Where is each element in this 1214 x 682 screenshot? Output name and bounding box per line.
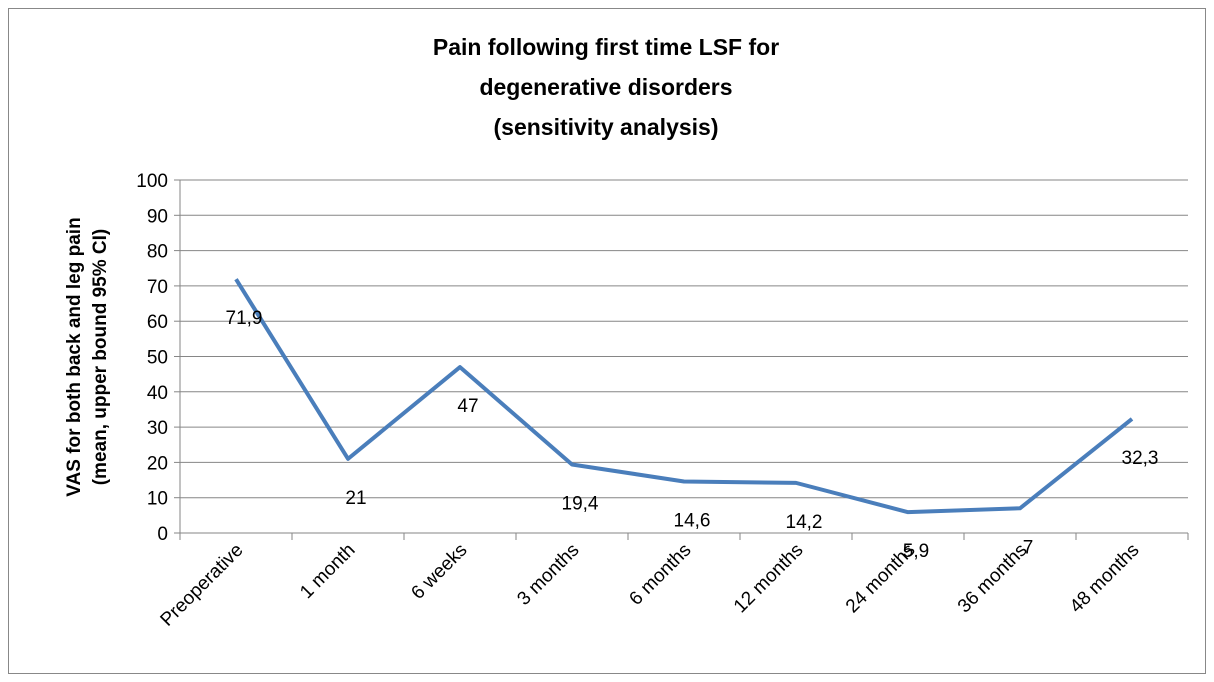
data-label: 7 (1023, 537, 1034, 558)
chart-frame (8, 8, 1206, 674)
y-tick-label: 50 (147, 348, 168, 369)
chart-title: degenerative disorders (479, 74, 732, 100)
y-tick-label: 10 (147, 489, 168, 510)
data-label: 32,3 (1122, 448, 1159, 469)
data-line (234, 278, 1134, 515)
y-axis-title: VAS for both back and leg pain (64, 217, 85, 496)
y-axis-title: (mean, upper bound 95% CI) (90, 229, 111, 486)
chart-title: (sensitivity analysis) (494, 114, 719, 140)
y-tick-label: 30 (147, 418, 168, 439)
y-tick-label: 90 (147, 206, 168, 227)
y-tick-label: 80 (147, 242, 168, 263)
data-label: 14,2 (786, 512, 823, 533)
y-tick-label: 60 (147, 312, 168, 333)
y-tick-label: 20 (147, 453, 168, 474)
data-label: 14,6 (674, 510, 711, 531)
y-tick-label: 100 (136, 171, 168, 192)
data-label: 47 (457, 396, 478, 417)
y-tick-label: 70 (147, 277, 168, 298)
data-label: 71,9 (226, 308, 263, 329)
y-tick-label: 0 (157, 524, 168, 545)
data-label: 21 (345, 488, 366, 509)
data-label: 5,9 (903, 541, 929, 562)
data-label: 19,4 (562, 494, 599, 515)
chart-title: Pain following first time LSF for (433, 34, 779, 60)
y-tick-label: 40 (147, 383, 168, 404)
